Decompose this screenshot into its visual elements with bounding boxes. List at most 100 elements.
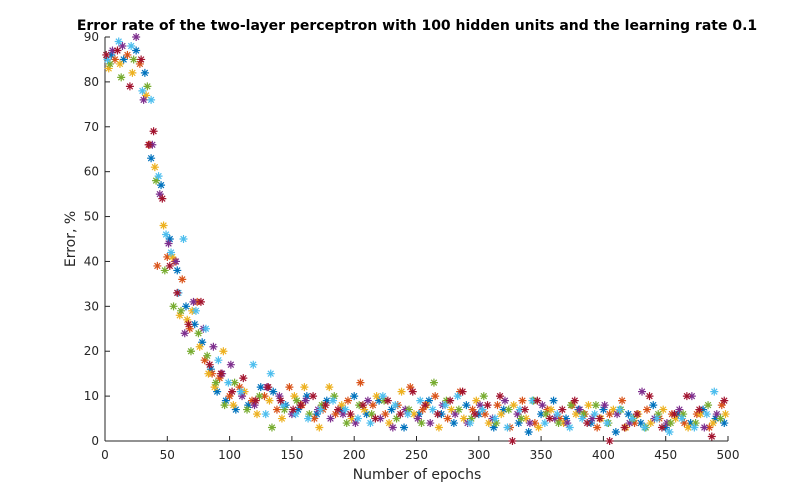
data-point [405, 405, 414, 414]
data-point [571, 410, 580, 419]
data-point [244, 401, 253, 410]
data-point [630, 419, 639, 428]
data-point [310, 414, 319, 423]
data-point [459, 414, 468, 423]
data-point [272, 405, 281, 414]
data-point [300, 383, 309, 392]
data-point [406, 383, 415, 392]
data-point [275, 392, 284, 401]
data-point [358, 401, 367, 410]
data-point [400, 423, 409, 432]
data-point [466, 419, 475, 428]
data-point [431, 392, 440, 401]
data-point [645, 392, 654, 401]
data-point [686, 419, 695, 428]
data-point [228, 387, 237, 396]
data-point [567, 401, 576, 410]
data-point [563, 419, 572, 428]
y-axis-label: Error, % [63, 211, 79, 267]
data-point [625, 419, 634, 428]
data-point [392, 414, 401, 423]
data-point [690, 423, 699, 432]
data-point [646, 419, 655, 428]
data-point [591, 401, 600, 410]
data-point [537, 410, 546, 419]
data-point [185, 324, 194, 333]
data-point [115, 59, 124, 68]
data-point [260, 392, 269, 401]
data-point [679, 410, 688, 419]
data-point [309, 392, 318, 401]
data-point [362, 410, 371, 419]
data-point [341, 405, 350, 414]
data-point [677, 414, 686, 423]
data-point [549, 396, 558, 405]
data-point [276, 396, 285, 405]
data-point [113, 46, 122, 55]
data-point [346, 410, 355, 419]
data-point [114, 37, 123, 46]
data-point [191, 306, 200, 315]
data-point [280, 405, 289, 414]
y-tick-label: 80 [84, 75, 99, 89]
data-point [682, 392, 691, 401]
data-point [123, 50, 132, 59]
data-point [709, 419, 718, 428]
x-tick-label: 50 [160, 448, 175, 462]
data-point [128, 68, 137, 77]
data-point [700, 423, 709, 432]
data-point [269, 387, 278, 396]
data-point [680, 419, 689, 428]
data-point [707, 432, 716, 441]
data-point [180, 329, 189, 338]
data-point [351, 419, 360, 428]
data-point [489, 423, 498, 432]
data-point [343, 396, 352, 405]
data-point [534, 423, 543, 432]
data-point [493, 401, 502, 410]
data-point [137, 55, 146, 64]
data-point [229, 401, 238, 410]
data-point [200, 356, 209, 365]
data-point [721, 410, 730, 419]
data-point [140, 68, 149, 77]
data-point [167, 248, 176, 257]
data-point [620, 423, 629, 432]
data-point [326, 414, 335, 423]
data-point [433, 410, 442, 419]
y-tick-label: 40 [84, 254, 99, 268]
data-point [350, 392, 359, 401]
data-point [331, 410, 340, 419]
x-tick-label: 200 [343, 448, 366, 462]
data-point [210, 383, 219, 392]
y-tick-label: 60 [84, 165, 99, 179]
data-point [279, 401, 288, 410]
data-point [159, 221, 168, 230]
data-point [657, 423, 666, 432]
data-point [421, 401, 430, 410]
data-point [638, 387, 647, 396]
data-point [441, 401, 450, 410]
data-point [321, 401, 330, 410]
data-point [160, 266, 169, 275]
x-tick-label: 100 [218, 448, 241, 462]
data-point [209, 342, 218, 351]
data-point [562, 414, 571, 423]
data-point [545, 414, 554, 423]
data-point [652, 414, 661, 423]
data-point [388, 423, 397, 432]
data-point [368, 401, 377, 410]
data-point [103, 55, 112, 64]
data-point [235, 383, 244, 392]
data-point [149, 127, 158, 136]
plot-area [102, 33, 730, 445]
data-point [203, 351, 212, 360]
data-point [508, 437, 517, 445]
data-point [371, 414, 380, 423]
data-point [372, 392, 381, 401]
data-point [416, 396, 425, 405]
data-point [194, 329, 203, 338]
data-point [565, 423, 574, 432]
data-point [503, 423, 512, 432]
data-point [238, 392, 247, 401]
